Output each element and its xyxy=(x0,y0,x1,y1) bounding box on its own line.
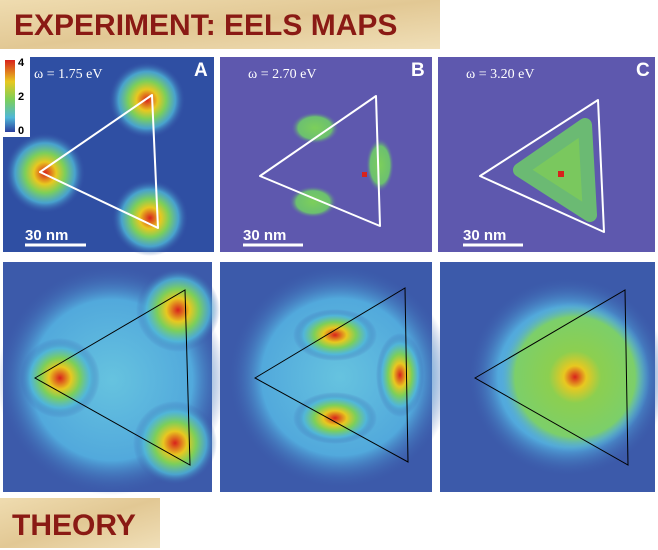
halo xyxy=(228,265,452,489)
hot-spot xyxy=(109,62,185,138)
hot-spot xyxy=(500,302,650,452)
panel-label: B xyxy=(411,60,425,81)
triangle-outline xyxy=(479,99,605,233)
hot-spot xyxy=(366,138,394,192)
pixel xyxy=(558,171,564,177)
map-panel xyxy=(220,57,432,252)
triangle-outline xyxy=(253,287,409,463)
hot-spot xyxy=(291,112,339,144)
hot-spot xyxy=(5,133,85,213)
scale-label: 30 nm xyxy=(243,227,286,244)
panel-label: A xyxy=(194,60,208,81)
colorbar-tick: 0 xyxy=(18,125,24,137)
energy-label: ω = 3.20 eV xyxy=(466,67,534,82)
banner xyxy=(0,498,160,548)
colorbar-tick: 2 xyxy=(18,91,24,103)
hot-region xyxy=(513,118,597,222)
colorbar-tick: 4 xyxy=(18,57,25,69)
hot-spot xyxy=(112,180,188,256)
scale-label: 30 nm xyxy=(463,227,506,244)
banner xyxy=(0,0,440,49)
hot-spot xyxy=(136,268,220,352)
pixel xyxy=(362,172,367,177)
hot-spot xyxy=(133,401,217,485)
triangle-outline xyxy=(39,94,159,229)
energy-label: ω = 1.75 eV xyxy=(34,67,102,82)
energy-label: ω = 2.70 eV xyxy=(248,67,316,82)
hot-spot xyxy=(293,309,377,361)
banner-title: EXPERIMENT: EELS MAPS xyxy=(14,9,397,42)
colorbar xyxy=(5,60,15,132)
triangle-outline xyxy=(259,95,381,227)
hot-spot xyxy=(293,392,377,444)
triangle-outline xyxy=(474,289,629,466)
triangle-outline xyxy=(33,289,191,466)
banner-title: THEORY xyxy=(12,509,136,542)
scale-label: 30 nm xyxy=(25,227,68,244)
hot-spot xyxy=(20,338,100,418)
hot-spot xyxy=(376,333,424,417)
panel-label: C xyxy=(636,60,650,81)
